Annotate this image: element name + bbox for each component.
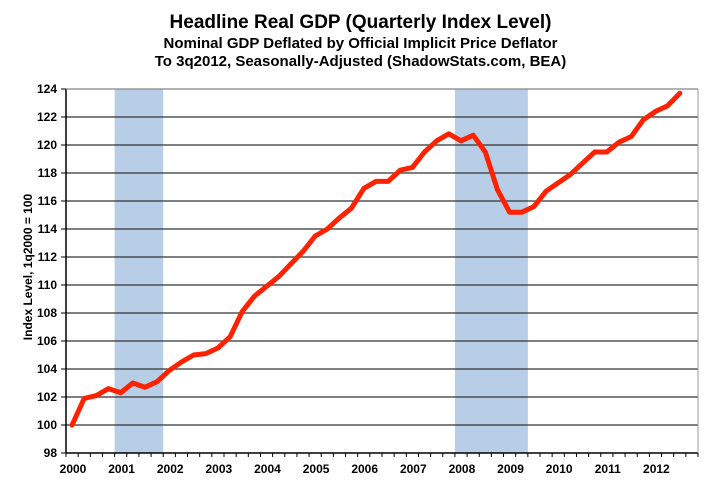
x-tick-label: 2003 [205, 462, 232, 476]
x-tick-label: 2012 [643, 462, 670, 476]
recession-band [454, 89, 528, 453]
x-tick-label: 2011 [595, 462, 621, 476]
x-tick-label: 2004 [254, 462, 281, 476]
y-tick-label: 122 [37, 110, 57, 124]
x-tick-label: 2010 [546, 462, 573, 476]
y-tick-label: 108 [37, 306, 57, 320]
series-line [69, 90, 683, 428]
y-tick-label: 118 [38, 166, 58, 180]
x-tick-label: 2002 [157, 462, 184, 476]
x-tick-label: 2005 [303, 462, 330, 476]
y-tick-label: 104 [37, 362, 57, 376]
y-tick-label: 98 [44, 446, 58, 460]
x-tick-label: 2001 [108, 462, 135, 476]
y-tick-label: 102 [37, 390, 57, 404]
y-tick-label: 114 [38, 222, 58, 236]
x-tick-label: 2008 [449, 462, 476, 476]
y-tick-label: 116 [38, 194, 58, 208]
x-tick-label: 2000 [60, 462, 87, 476]
chart-title: Headline Real GDP (Quarterly Index Level… [169, 12, 552, 33]
recession-band [114, 89, 164, 453]
y-tick-label: 120 [37, 138, 57, 152]
chart-subtitle-1: Nominal GDP Deflated by Official Implici… [163, 35, 558, 52]
x-tick-label: 2007 [400, 462, 427, 476]
y-tick-label: 110 [38, 278, 58, 292]
x-tick-label: 2006 [351, 462, 378, 476]
x-tick-label: 2009 [497, 462, 524, 476]
y-tick-label: 112 [38, 250, 58, 264]
y-tick-label: 106 [37, 334, 57, 348]
y-tick-label: 124 [37, 82, 57, 96]
y-tick-label: 100 [37, 418, 57, 432]
chart-subtitle-2: To 3q2012, Seasonally-Adjusted (ShadowSt… [154, 53, 567, 70]
